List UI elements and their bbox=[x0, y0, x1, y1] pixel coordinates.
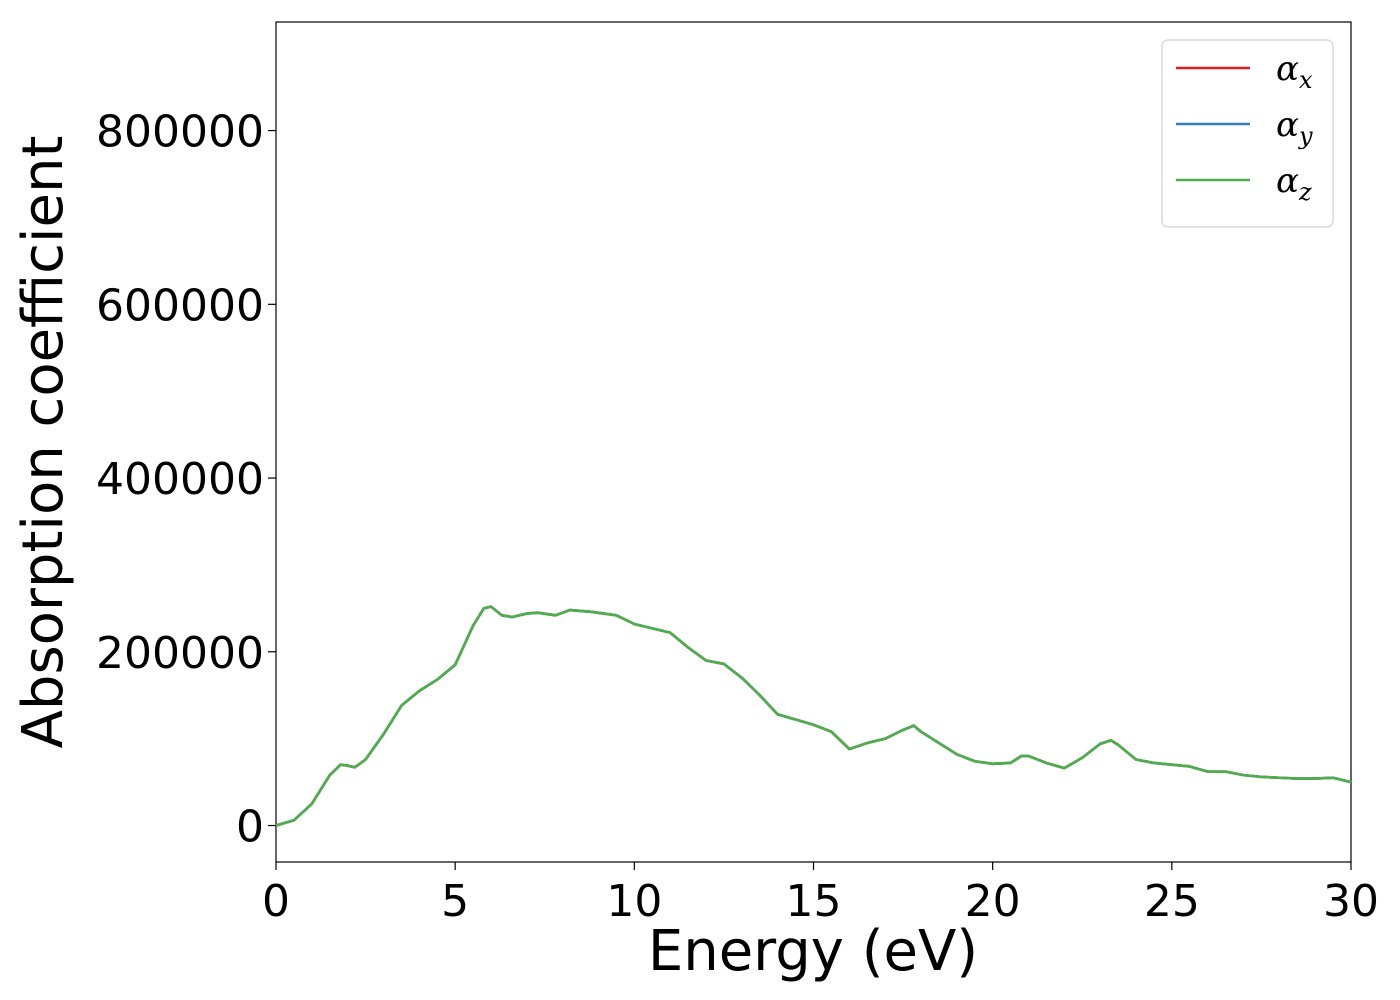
legend-label-y: αy bbox=[1276, 105, 1313, 150]
x-tick-label: 5 bbox=[441, 876, 469, 927]
y-tick-label: 600000 bbox=[96, 280, 264, 331]
x-tick-label: 15 bbox=[786, 876, 842, 927]
x-tick-label: 20 bbox=[965, 876, 1021, 927]
y-tick-label: 0 bbox=[236, 802, 264, 853]
y-tick-label: 800000 bbox=[96, 107, 264, 158]
legend-label-x: αx bbox=[1276, 49, 1313, 94]
x-axis-ticks: 0 5 10 15 20 25 30 bbox=[262, 862, 1379, 927]
series-line-z bbox=[275, 605, 1352, 827]
y-axis-label: Absorption coefficient bbox=[11, 136, 76, 749]
x-tick-label: 30 bbox=[1323, 876, 1379, 927]
x-tick-label: 10 bbox=[606, 876, 662, 927]
x-tick-label: 0 bbox=[262, 876, 290, 927]
x-tick-label: 25 bbox=[1144, 876, 1200, 927]
y-tick-label: 400000 bbox=[96, 454, 264, 505]
y-axis-ticks: 0 200000 400000 600000 800000 bbox=[96, 107, 276, 853]
legend-label-z: αz bbox=[1276, 161, 1312, 206]
y-tick-label: 200000 bbox=[96, 628, 264, 679]
x-axis-label: Energy (eV) bbox=[648, 919, 978, 984]
legend: αx αy αz bbox=[1161, 39, 1334, 228]
series-layer bbox=[275, 605, 1352, 827]
